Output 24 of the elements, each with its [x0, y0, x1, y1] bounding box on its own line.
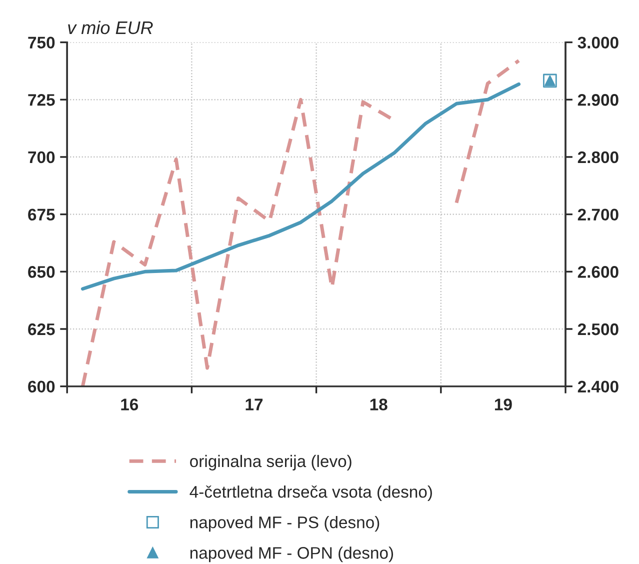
y2-tick-label: 2.500 — [578, 323, 618, 336]
y-tick-label: 650 — [28, 266, 55, 278]
y-tick-label: 750 — [28, 36, 55, 49]
x-tick-label: 18 — [370, 398, 388, 410]
y-tick-label: 625 — [28, 323, 55, 336]
y-tick-label: 700 — [28, 151, 55, 164]
legend-label: 4-četrtletna drseča vsota (desno) — [190, 485, 432, 502]
y-tick-label: 675 — [28, 208, 55, 221]
legend-label: napoved MF - PS (desno) — [190, 516, 380, 532]
y2-tick-label: 2.700 — [578, 208, 618, 221]
legend-label: originalna serija (levo) — [190, 454, 352, 470]
y-tick-label: 600 — [28, 380, 55, 393]
chart-title: v mio EUR — [68, 20, 153, 34]
y2-tick-label: 2.800 — [578, 151, 618, 164]
y2-tick-label: 3.000 — [578, 36, 618, 49]
y-tick-label: 725 — [28, 94, 55, 106]
y2-tick-label: 2.600 — [578, 266, 618, 278]
x-tick-label: 17 — [246, 398, 263, 410]
x-tick-label: 16 — [121, 398, 138, 410]
legend-label: napoved MF - OPN (desno) — [190, 546, 394, 562]
line-series — [80, 82, 521, 291]
y2-tick-label: 2.400 — [578, 380, 618, 393]
x-tick-label: 19 — [494, 398, 512, 410]
y2-tick-label: 2.900 — [578, 94, 618, 106]
